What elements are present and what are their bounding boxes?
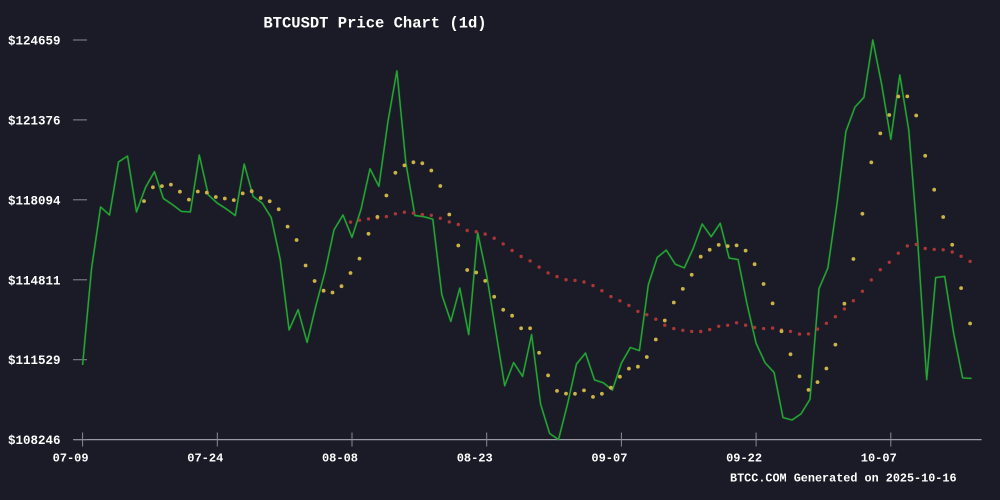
svg-text:08-08: 08-08 <box>322 452 358 466</box>
svg-text:08-23: 08-23 <box>457 452 493 466</box>
svg-text:$108246: $108246 <box>8 434 61 448</box>
svg-text:BTCC.COM Generated on 2025-10-: BTCC.COM Generated on 2025-10-16 <box>730 472 957 486</box>
svg-text:07-09: 07-09 <box>53 452 89 466</box>
svg-text:$121376: $121376 <box>8 114 61 128</box>
svg-text:$114811: $114811 <box>8 274 61 288</box>
svg-text:$118094: $118094 <box>8 194 61 208</box>
svg-text:10-07: 10-07 <box>861 452 897 466</box>
svg-text:09-07: 09-07 <box>591 452 627 466</box>
svg-text:$124659: $124659 <box>8 35 61 49</box>
svg-text:09-22: 09-22 <box>726 452 762 466</box>
svg-text:07-24: 07-24 <box>187 452 223 466</box>
svg-text:BTCUSDT Price Chart (1d): BTCUSDT Price Chart (1d) <box>263 15 486 33</box>
svg-text:$111529: $111529 <box>8 354 61 368</box>
